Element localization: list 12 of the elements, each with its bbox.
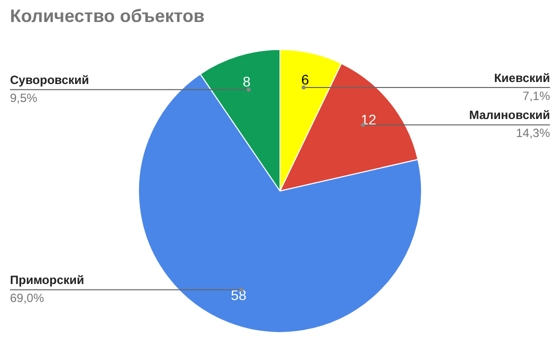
text: 9,5% (10, 90, 38, 105)
slice-label: Малиновский (469, 108, 550, 122)
text: 69,0% (10, 291, 44, 306)
text: 7,1% (522, 88, 550, 103)
data-label: 6 (301, 72, 310, 88)
chart-title: Количество объектов (10, 6, 205, 27)
data-label: 8 (242, 74, 251, 90)
slice-label: Суворовский (10, 72, 90, 87)
data-label: 58 (230, 287, 247, 304)
slice-label: Приморский (10, 273, 84, 288)
text: 14,3% (516, 126, 550, 140)
slice-label: Киевский (494, 70, 550, 85)
